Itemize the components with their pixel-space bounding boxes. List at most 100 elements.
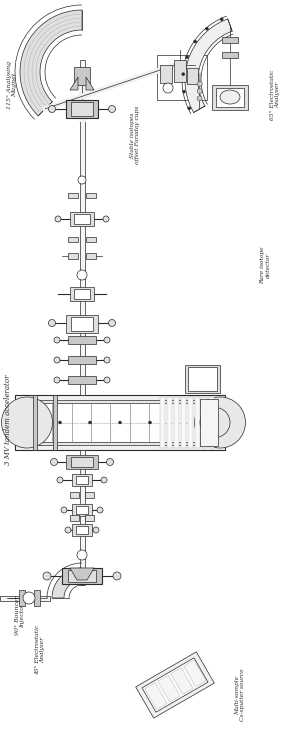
Circle shape bbox=[220, 18, 223, 21]
Circle shape bbox=[113, 572, 121, 580]
Bar bbox=[145, 683, 167, 709]
Bar bbox=[185, 365, 220, 393]
Bar bbox=[222, 37, 238, 43]
Bar bbox=[71, 457, 93, 467]
Text: Stable isotopes
offset Faraday cups: Stable isotopes offset Faraday cups bbox=[130, 106, 140, 164]
Circle shape bbox=[103, 216, 109, 222]
Bar bbox=[71, 317, 93, 331]
Text: 3 MV tandem accelerator: 3 MV tandem accelerator bbox=[4, 375, 12, 465]
Circle shape bbox=[109, 105, 116, 112]
Circle shape bbox=[200, 408, 230, 438]
Text: 45° Electrostatic
Analyser: 45° Electrostatic Analyser bbox=[34, 625, 45, 675]
Bar bbox=[62, 568, 102, 584]
Circle shape bbox=[77, 270, 87, 280]
Bar bbox=[0, 595, 50, 601]
Circle shape bbox=[206, 27, 208, 30]
Circle shape bbox=[109, 319, 116, 326]
Circle shape bbox=[78, 176, 86, 184]
Circle shape bbox=[51, 459, 58, 465]
Bar bbox=[68, 336, 96, 344]
Bar bbox=[160, 397, 165, 448]
Circle shape bbox=[97, 507, 103, 513]
Bar bbox=[68, 237, 78, 242]
Bar bbox=[68, 193, 78, 198]
Text: 90° Bouncer
Injector: 90° Bouncer Injector bbox=[15, 595, 25, 635]
Text: 65° Electrostatic
Analyser: 65° Electrostatic Analyser bbox=[270, 70, 280, 120]
Bar bbox=[85, 515, 94, 521]
Bar bbox=[158, 675, 180, 702]
Polygon shape bbox=[70, 568, 94, 580]
Bar bbox=[68, 356, 96, 364]
Circle shape bbox=[58, 421, 62, 424]
Text: Multi-sample
Cs-sputter source: Multi-sample Cs-sputter source bbox=[234, 669, 245, 721]
Bar bbox=[70, 212, 94, 226]
Circle shape bbox=[54, 337, 60, 343]
Bar bbox=[79, 60, 84, 395]
Circle shape bbox=[104, 337, 110, 343]
Text: 115° Analysing
Magnet: 115° Analysing Magnet bbox=[7, 61, 18, 109]
Bar bbox=[86, 237, 96, 242]
Bar bbox=[53, 395, 57, 450]
Bar bbox=[142, 658, 208, 712]
Bar bbox=[68, 570, 96, 582]
Bar bbox=[76, 476, 88, 484]
Circle shape bbox=[88, 421, 91, 424]
Circle shape bbox=[54, 357, 60, 363]
Bar bbox=[171, 668, 193, 694]
Circle shape bbox=[48, 105, 55, 112]
Bar bbox=[72, 504, 92, 516]
Circle shape bbox=[77, 550, 87, 560]
Circle shape bbox=[197, 82, 202, 86]
Bar bbox=[160, 65, 172, 83]
Polygon shape bbox=[20, 10, 82, 116]
Bar bbox=[187, 68, 198, 84]
Bar bbox=[71, 102, 93, 116]
Bar bbox=[74, 67, 90, 85]
Bar bbox=[72, 474, 92, 486]
Bar bbox=[15, 395, 225, 450]
Bar bbox=[74, 214, 90, 224]
Bar bbox=[66, 100, 98, 118]
Circle shape bbox=[194, 40, 197, 43]
Bar bbox=[222, 52, 238, 58]
Bar bbox=[68, 253, 78, 259]
Bar bbox=[216, 88, 244, 107]
Bar bbox=[200, 399, 218, 446]
Bar bbox=[174, 397, 179, 448]
Bar bbox=[25, 403, 215, 442]
Bar bbox=[174, 60, 186, 82]
Circle shape bbox=[163, 83, 173, 93]
Bar bbox=[70, 492, 79, 498]
Circle shape bbox=[149, 421, 152, 424]
Bar bbox=[184, 660, 206, 687]
Circle shape bbox=[188, 107, 191, 110]
Bar bbox=[74, 289, 90, 299]
Polygon shape bbox=[86, 77, 94, 90]
Circle shape bbox=[101, 477, 107, 483]
Bar bbox=[76, 526, 88, 534]
Text: Rare isotope
detector: Rare isotope detector bbox=[260, 246, 270, 283]
Circle shape bbox=[57, 477, 63, 483]
Bar bbox=[66, 315, 98, 333]
Bar bbox=[19, 590, 25, 606]
Circle shape bbox=[182, 91, 185, 94]
Bar bbox=[70, 287, 94, 301]
Bar bbox=[76, 506, 88, 514]
Circle shape bbox=[61, 507, 67, 513]
Bar bbox=[34, 590, 40, 606]
Bar bbox=[20, 400, 220, 445]
Circle shape bbox=[55, 216, 61, 222]
Circle shape bbox=[197, 88, 202, 94]
Circle shape bbox=[107, 459, 114, 465]
Circle shape bbox=[43, 572, 51, 580]
Circle shape bbox=[104, 357, 110, 363]
Circle shape bbox=[48, 319, 55, 326]
Bar bbox=[167, 397, 172, 448]
Circle shape bbox=[119, 421, 121, 424]
Circle shape bbox=[54, 377, 60, 383]
Bar bbox=[85, 492, 94, 498]
Bar bbox=[66, 455, 98, 469]
Bar bbox=[157, 55, 207, 100]
Circle shape bbox=[197, 96, 202, 101]
Circle shape bbox=[23, 592, 35, 604]
